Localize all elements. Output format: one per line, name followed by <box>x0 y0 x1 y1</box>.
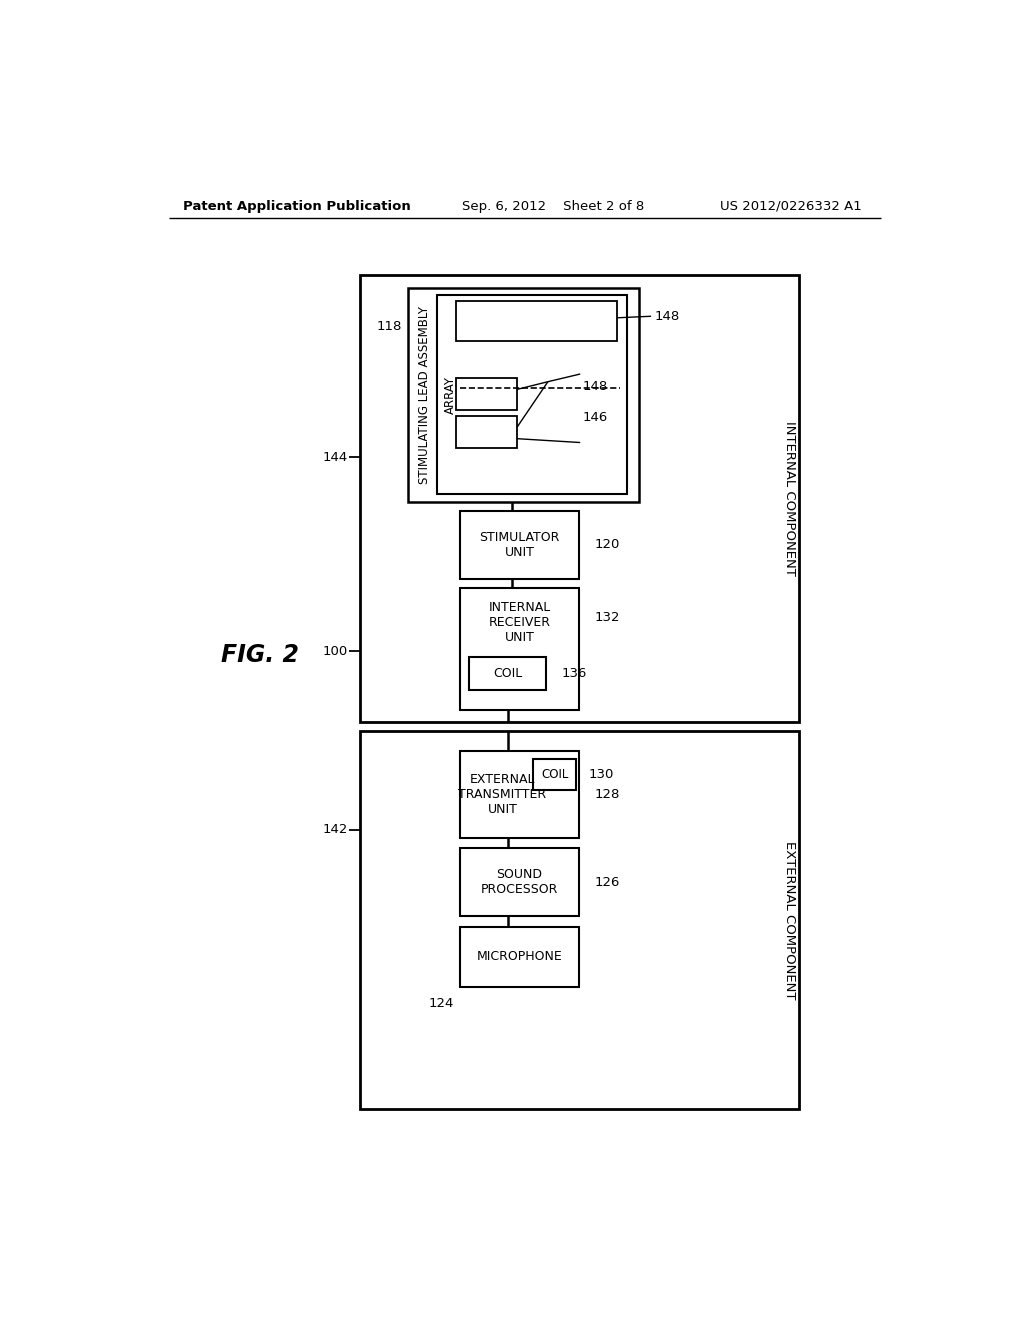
Text: STIMULATOR
UNIT: STIMULATOR UNIT <box>479 531 559 558</box>
Text: 126: 126 <box>595 875 621 888</box>
Text: 148: 148 <box>654 310 679 323</box>
Text: INTERNAL
RECEIVER
UNIT: INTERNAL RECEIVER UNIT <box>488 601 551 644</box>
Text: SOUND
PROCESSOR: SOUND PROCESSOR <box>480 869 558 896</box>
Text: 144: 144 <box>323 450 348 463</box>
Text: INTERNAL COMPONENT: INTERNAL COMPONENT <box>783 421 797 576</box>
Bar <box>456 416 517 447</box>
Text: US 2012/0226332 A1: US 2012/0226332 A1 <box>720 199 862 213</box>
Text: COIL: COIL <box>541 768 568 781</box>
Bar <box>460 511 580 579</box>
Text: EXTERNAL
TRANSMITTER
UNIT: EXTERNAL TRANSMITTER UNIT <box>459 774 547 816</box>
Bar <box>360 731 799 1109</box>
Text: 120: 120 <box>595 539 621 552</box>
Text: 146: 146 <box>583 411 608 424</box>
Bar <box>469 657 547 689</box>
Bar <box>460 927 580 987</box>
Text: 128: 128 <box>595 788 621 801</box>
Text: 148: 148 <box>583 380 608 393</box>
Bar <box>534 759 577 789</box>
Bar <box>408 288 639 502</box>
Text: Sep. 6, 2012    Sheet 2 of 8: Sep. 6, 2012 Sheet 2 of 8 <box>462 199 644 213</box>
Bar <box>360 276 799 722</box>
Bar <box>456 378 517 411</box>
Text: 118: 118 <box>376 319 401 333</box>
Bar <box>456 301 617 341</box>
Text: STIMULATING LEAD ASSEMBLY: STIMULATING LEAD ASSEMBLY <box>418 306 431 484</box>
Text: 130: 130 <box>589 768 614 781</box>
Bar <box>437 296 628 494</box>
Text: COIL: COIL <box>494 667 522 680</box>
Text: ARRAY: ARRAY <box>443 376 457 413</box>
Text: 132: 132 <box>595 611 621 624</box>
Text: 142: 142 <box>323 824 348 837</box>
Text: 124: 124 <box>429 998 454 1010</box>
Bar <box>460 751 580 838</box>
Text: Patent Application Publication: Patent Application Publication <box>183 199 411 213</box>
Text: FIG. 2: FIG. 2 <box>221 643 299 667</box>
Text: 100: 100 <box>323 644 348 657</box>
Text: EXTERNAL COMPONENT: EXTERNAL COMPONENT <box>783 841 797 999</box>
Text: 136: 136 <box>562 667 587 680</box>
Bar <box>460 849 580 916</box>
Text: MICROPHONE: MICROPHONE <box>476 950 562 964</box>
Bar <box>460 589 580 710</box>
